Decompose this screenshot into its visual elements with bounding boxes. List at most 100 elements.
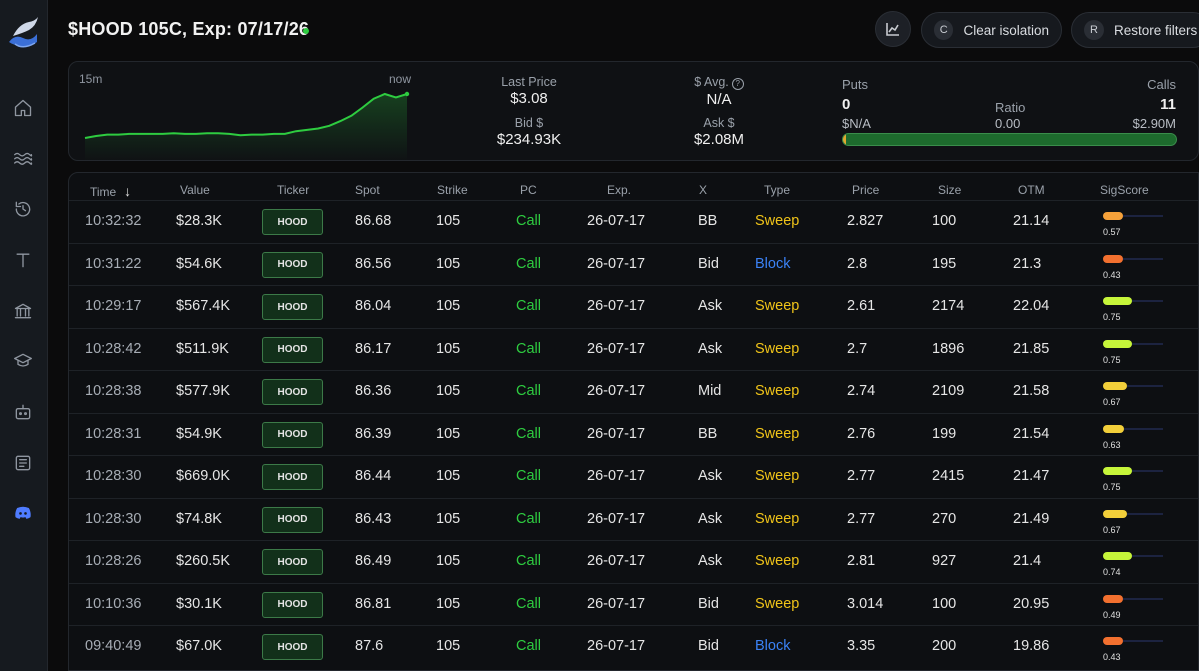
table-row[interactable]: 10:28:42 $511.9K 86.17 105 Call 26-07-17 Ask Sw… <box>69 327 1198 371</box>
cell-size: 2415 <box>932 468 965 484</box>
sigscore-bar <box>1103 382 1163 390</box>
column-header-ticker[interactable]: Ticker <box>277 183 310 197</box>
history-icon[interactable] <box>12 198 34 220</box>
column-header-sigscore[interactable]: SigScore <box>1100 183 1149 197</box>
column-header-time[interactable]: Time ↓ <box>90 183 132 199</box>
cell-time: 09:40:49 <box>85 638 142 654</box>
column-header-size[interactable]: Size <box>938 183 962 197</box>
cell-otm: 21.54 <box>1013 425 1050 442</box>
ask-stat: Ask $ $2.08M <box>659 116 779 148</box>
ticker-badge[interactable]: HOOD <box>262 209 323 235</box>
shortcut-key-badge: C <box>934 20 954 40</box>
ticker-badge[interactable]: HOOD <box>262 506 323 533</box>
clear-isolation-button[interactable]: C Clear isolation <box>921 12 1062 48</box>
cell-exp: 26-07-17 <box>587 383 646 399</box>
robot-icon[interactable] <box>12 401 34 423</box>
graduation-cap-icon[interactable] <box>12 350 34 372</box>
sigscore-fill <box>1103 509 1127 518</box>
table-row[interactable]: 09:40:49 $67.0K 87.6 105 Call 26-07-17 Bid Bloc… <box>69 625 1198 668</box>
table-row[interactable]: 10:29:17 $567.4K 86.04 105 Call 26-07-17 Ask Sw… <box>69 285 1198 328</box>
ticker-badge[interactable]: HOOD <box>262 251 323 278</box>
cell-size: 100 <box>932 595 957 612</box>
sigscore-value: 0.43 <box>1103 652 1121 662</box>
info-icon[interactable]: ? <box>731 78 744 90</box>
text-icon[interactable] <box>12 249 34 271</box>
waves-icon[interactable] <box>12 147 34 169</box>
ticker-badge[interactable]: HOOD <box>262 336 323 363</box>
cell-size: 927 <box>932 553 957 569</box>
cell-time: 10:28:31 <box>85 425 142 442</box>
column-header-exp[interactable]: Exp. <box>607 183 632 197</box>
sigscore-bar <box>1103 339 1163 348</box>
cell-exp: 26-07-17 <box>587 510 646 527</box>
ticker-badge[interactable]: HOOD <box>262 294 323 320</box>
cell-strike: 105 <box>436 510 461 527</box>
table-row[interactable]: 10:31:22 $54.6K 86.56 105 Call 26-07-17 Bid Blo… <box>69 242 1198 286</box>
cell-pc: Call <box>516 213 541 229</box>
cell-x: Ask <box>698 510 723 527</box>
column-header-type[interactable]: Type <box>764 183 791 197</box>
column-header-value[interactable]: Value <box>180 183 210 197</box>
column-header-strike[interactable]: Strike <box>437 183 468 197</box>
ticker-badge[interactable]: HOOD <box>262 549 323 575</box>
home-icon[interactable] <box>12 97 34 119</box>
table-row[interactable]: 10:28:30 $74.8K 86.43 105 Call 26-07-17 Ask Swe… <box>69 497 1198 541</box>
discord-icon[interactable] <box>12 502 34 524</box>
ticker-badge[interactable]: HOOD <box>262 379 323 405</box>
sigscore-value: 0.63 <box>1103 439 1121 450</box>
table-row[interactable]: 10:28:26 $260.5K 86.49 105 Call 26-07-17 Ask Sw… <box>69 540 1198 583</box>
ticker-badge[interactable]: HOOD <box>262 634 323 660</box>
ticker-badge[interactable]: HOOD <box>262 464 323 490</box>
bank-icon[interactable] <box>12 300 34 322</box>
column-header-spot[interactable]: Spot <box>355 183 380 197</box>
clear-isolation-label: Clear isolation <box>963 22 1049 38</box>
cell-otm: 22.04 <box>1013 298 1050 314</box>
puts-label: Puts <box>842 77 869 92</box>
sparkline-line <box>84 92 408 139</box>
cell-size: 1896 <box>932 340 965 357</box>
sigscore-bar <box>1103 212 1163 220</box>
cell-strike: 105 <box>436 425 461 442</box>
logo-icon[interactable] <box>5 12 41 52</box>
table-row[interactable]: 10:28:31 $54.9K 86.39 105 Call 26-07-17 BB Swee… <box>69 412 1198 456</box>
avg-stat: $ Avg.? N/A <box>659 75 779 108</box>
column-header-otm[interactable]: OTM <box>1018 183 1045 197</box>
sigscore-value: 0.75 <box>1103 312 1121 322</box>
cell-strike: 105 <box>436 255 461 272</box>
cell-price: 2.77 <box>847 468 876 484</box>
chart-toggle-button[interactable] <box>875 11 911 47</box>
cell-value: $260.5K <box>176 553 231 569</box>
ticker-badge[interactable]: HOOD <box>262 591 323 618</box>
cell-time: 10:28:42 <box>85 340 142 357</box>
cell-strike: 105 <box>436 340 461 357</box>
put-call-ratio-bar <box>842 133 1177 146</box>
cell-spot: 86.49 <box>355 553 392 569</box>
ticker-badge[interactable]: HOOD <box>262 421 323 448</box>
cell-value: $74.8K <box>176 510 222 527</box>
bid-value: $234.93K <box>496 131 562 148</box>
page-title: $HOOD 105C, Exp: 07/17/26 <box>68 19 310 39</box>
cell-price: 2.76 <box>847 425 876 442</box>
column-header-x[interactable]: X <box>699 183 708 197</box>
column-header-price[interactable]: Price <box>852 183 880 197</box>
table-row[interactable]: 10:10:36 $30.1K 86.81 105 Call 26-07-17 Bid Swe… <box>69 582 1198 626</box>
table-row[interactable]: 10:32:32 $28.3K 86.68 105 Call 26-07-17 BB Swee… <box>69 200 1198 243</box>
cell-value: $28.3K <box>176 213 222 229</box>
cell-x: Bid <box>698 638 719 654</box>
column-header-pc[interactable]: PC <box>520 183 537 197</box>
cell-spot: 86.39 <box>355 425 392 442</box>
cell-value: $67.0K <box>176 638 222 654</box>
cell-x: Ask <box>698 468 723 484</box>
sigscore-value: 0.67 <box>1103 524 1121 535</box>
cell-type: Sweep <box>755 595 800 612</box>
cell-otm: 21.14 <box>1013 213 1050 229</box>
cell-spot: 86.36 <box>355 383 392 399</box>
cell-price: 3.014 <box>847 595 884 612</box>
sigscore-fill <box>1103 637 1123 645</box>
restore-filters-button[interactable]: R Restore filters <box>1071 12 1199 48</box>
table-row[interactable]: 10:28:38 $577.9K 86.36 105 Call 26-07-17 Mid Sw… <box>69 370 1198 413</box>
cell-type: Block <box>755 638 791 654</box>
news-icon[interactable] <box>12 452 34 474</box>
table-row[interactable]: 10:28:30 $669.0K 86.44 105 Call 26-07-17 Ask Sw… <box>69 455 1198 498</box>
sort-down-icon[interactable]: ↓ <box>120 183 132 199</box>
